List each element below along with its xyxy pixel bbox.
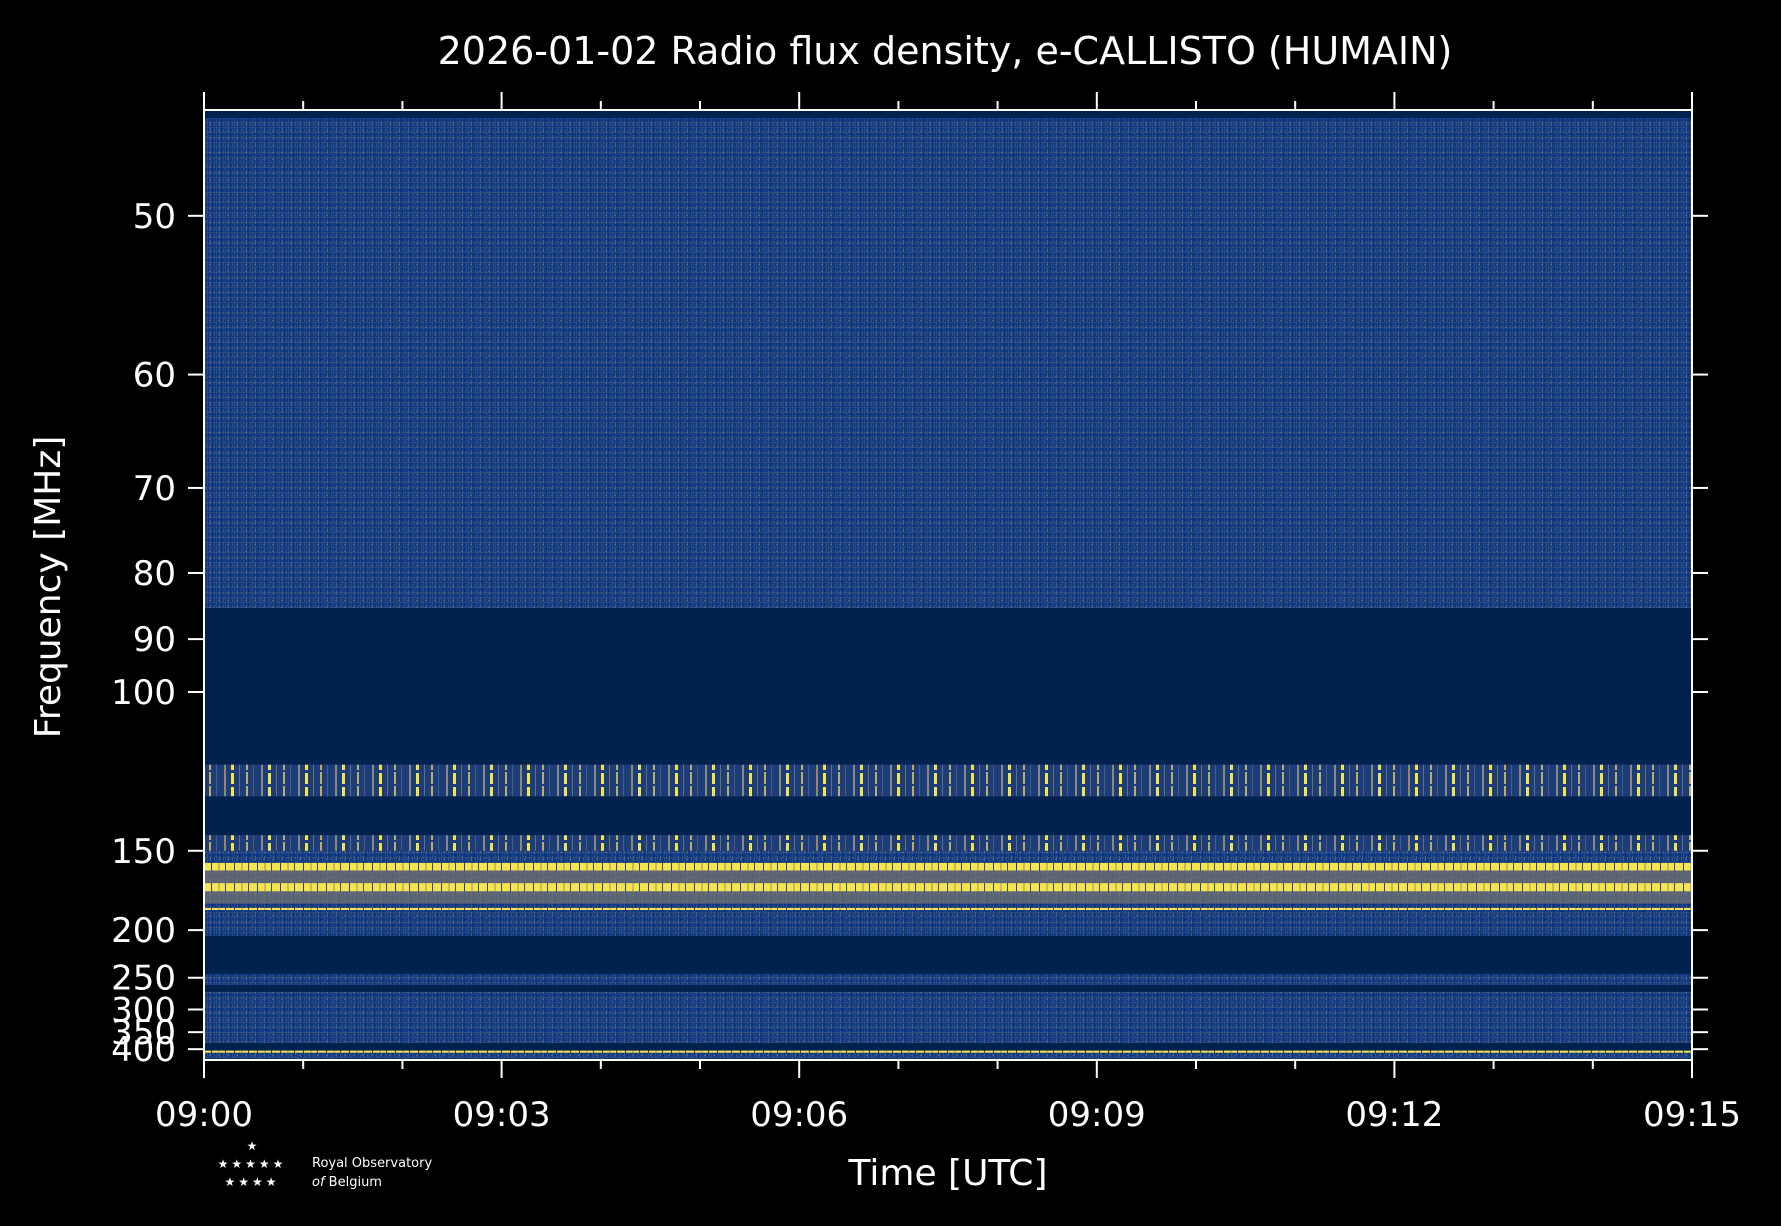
masked-band — [204, 796, 1692, 836]
logo-stars: ★★★★★ — [218, 1157, 287, 1171]
masked-band — [204, 985, 1692, 992]
y-tick-label: 70 — [133, 469, 176, 509]
y-axis-label: Frequency [MHz] — [28, 436, 69, 739]
royal-observatory-logo: ★ ★★★★★ ★★★★ Royal Observatory of Belgiu… — [218, 1139, 433, 1190]
y-tick-label: 400 — [111, 1030, 176, 1070]
band-halo — [204, 891, 1692, 904]
y-tick-label: 80 — [133, 554, 176, 594]
y-tick-label: 350 — [111, 1013, 176, 1053]
y-tick-label: 200 — [111, 911, 176, 951]
y-tick-label: 60 — [133, 356, 176, 396]
logo-line2-of: of — [312, 1175, 327, 1190]
band-halo — [204, 870, 1692, 884]
logo-stars: ★★★★ — [224, 1175, 279, 1189]
y-tick-label: 90 — [133, 620, 176, 660]
logo-stars: ★ — [247, 1139, 258, 1153]
plot-frame — [203, 109, 1693, 1061]
chart-title: 2026-01-02 Radio flux density, e-CALLIST… — [438, 29, 1453, 73]
logo-line2-belgium: Belgium — [329, 1175, 382, 1190]
bright-emission-band — [204, 908, 1692, 911]
burst-band — [204, 764, 1692, 797]
y-tick-label: 250 — [111, 959, 176, 999]
x-tick-label: 09:15 — [1643, 1095, 1741, 1135]
masked-band — [204, 607, 1692, 765]
x-tick-label: 09:00 — [155, 1095, 253, 1135]
y-tick-label: 100 — [111, 673, 176, 713]
y-tick-label: 300 — [111, 990, 176, 1030]
x-axis-label: Time [UTC] — [847, 1153, 1047, 1194]
y-tick-label: 150 — [111, 832, 176, 872]
logo-line1: Royal Observatory — [312, 1156, 432, 1171]
logo-line2: of Belgium — [312, 1175, 382, 1190]
masked-band — [204, 935, 1692, 974]
spectrum-texture — [204, 110, 1692, 1060]
y-tick-label: 50 — [133, 197, 176, 237]
x-tick-label: 09:12 — [1345, 1095, 1443, 1135]
x-tick-label: 09:06 — [750, 1095, 848, 1135]
bright-emission-band — [204, 1050, 1692, 1053]
masked-band — [204, 1042, 1692, 1051]
burst-band — [204, 835, 1692, 851]
bright-emission-band — [204, 862, 1692, 871]
bright-emission-band — [204, 883, 1692, 892]
plot-area — [204, 110, 1692, 1060]
masked-band — [204, 110, 1692, 118]
x-tick-label: 09:09 — [1048, 1095, 1146, 1135]
x-tick-label: 09:03 — [453, 1095, 551, 1135]
